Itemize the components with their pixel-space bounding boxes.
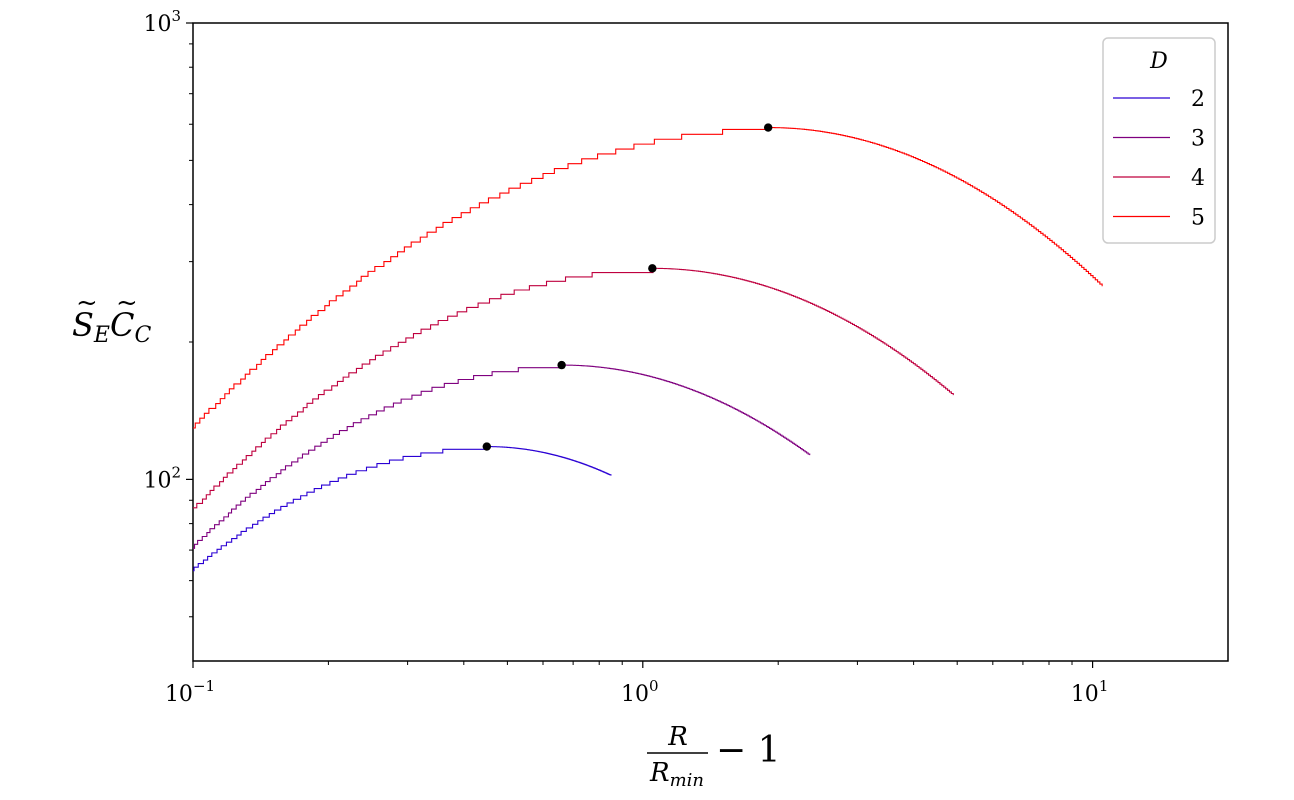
legend-label-5: 5 xyxy=(1191,206,1205,231)
x-tick-label: 100 xyxy=(621,677,659,707)
legend-label-2: 2 xyxy=(1191,87,1205,112)
ylabel-tilde-c: ~ xyxy=(116,288,138,318)
series-line-4 xyxy=(193,267,954,509)
y-major-ticks: 102 103 xyxy=(143,7,193,493)
legend-entries: 2 3 4 5 xyxy=(1113,87,1205,231)
legend-box xyxy=(1102,37,1216,244)
x-axis-label: R Rmin − 1 xyxy=(647,722,781,791)
svg-text:SECC: SECC xyxy=(72,306,151,348)
y-tick-label: 102 xyxy=(143,463,181,493)
peak-point-2 xyxy=(482,442,492,451)
peak-point-5 xyxy=(763,123,773,132)
plot-frame xyxy=(192,22,1229,662)
xlabel-denominator-sub: min xyxy=(670,770,704,791)
xlabel-denominator: R xyxy=(649,758,670,788)
series-layer xyxy=(193,127,1103,572)
x-tick-label: 10−1 xyxy=(165,677,215,707)
x-tick-label: 101 xyxy=(1071,677,1109,707)
legend-title: D xyxy=(1149,49,1168,74)
ylabel-s-sub: E xyxy=(93,323,110,348)
peak-point-4 xyxy=(648,264,657,273)
legend-label-3: 3 xyxy=(1191,127,1205,152)
ylabel-c-sub: C xyxy=(134,323,151,348)
y-axis-label: SECC ~ ~ xyxy=(72,288,151,348)
x-minor-ticks xyxy=(327,661,1073,665)
peak-point-3 xyxy=(557,360,566,370)
ylabel-tilde-s: ~ xyxy=(76,288,98,318)
x-major-ticks: 10−1 100 101 xyxy=(165,661,1108,707)
xlabel-suffix: − 1 xyxy=(716,730,781,771)
series-line-2 xyxy=(193,446,612,572)
peak-markers xyxy=(482,123,773,451)
svg-text:Rmin: Rmin xyxy=(649,758,704,791)
xlabel-numerator: R xyxy=(667,722,688,752)
ylabel-c: C xyxy=(110,306,134,344)
legend-label-4: 4 xyxy=(1191,166,1205,191)
y-minor-ticks xyxy=(189,43,193,618)
series-line-5 xyxy=(193,127,1103,429)
y-tick-label: 103 xyxy=(143,7,181,37)
ylabel-s: S xyxy=(72,306,94,344)
legend: D 2 3 4 5 xyxy=(1102,37,1216,244)
series-line-3 xyxy=(193,364,811,549)
